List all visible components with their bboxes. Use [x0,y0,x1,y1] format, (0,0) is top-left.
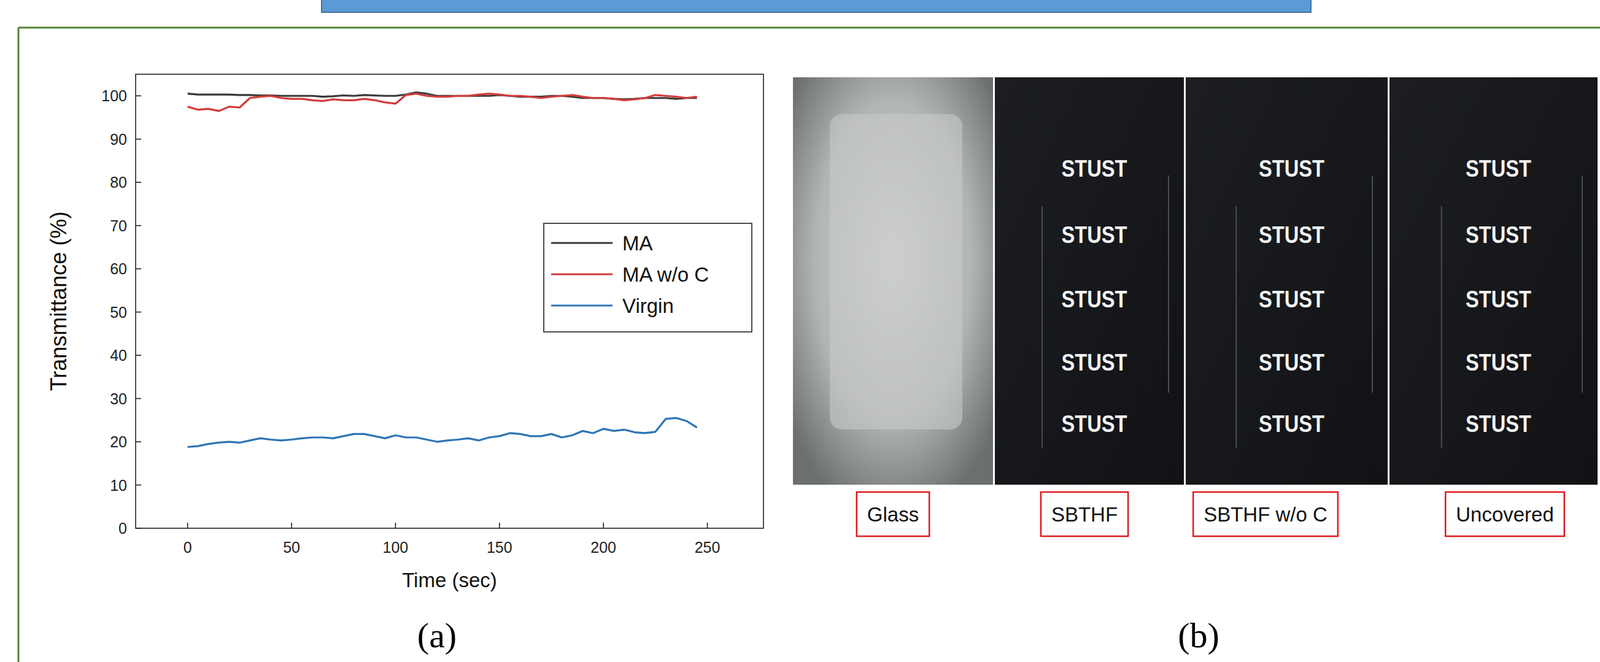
edge-reflection [1167,175,1170,393]
x-tick [707,522,709,529]
plot-frame [135,74,764,529]
y-tick [135,527,142,530]
photo-text: STUST [1465,411,1532,438]
caption-box [1445,492,1565,537]
glass-reflection [829,114,963,430]
photo-caption: Uncovered [1455,503,1554,526]
x-tick-label: 200 [590,538,617,557]
legend-label: Virgin [622,294,674,318]
photo-text: STUST [1061,349,1128,377]
x-tick-label: 0 [183,538,193,557]
y-tick [135,484,142,487]
dark-photo [1185,77,1388,485]
y-tick [135,138,142,140]
photo-caption: SBTHF w/o C [1203,503,1328,526]
y-tick-label: 40 [109,346,128,364]
legend-label: MA w/o C [622,263,709,286]
photo-panel [792,77,994,485]
edge-reflection [1371,175,1373,393]
y-tick [135,268,142,270]
y-tick-label: 20 [109,433,128,451]
edge-reflection [1041,206,1043,449]
caption-box [1040,492,1129,537]
x-tick [395,522,397,529]
x-tick-label: 150 [486,538,513,557]
photo-text: STUST [1258,411,1325,438]
legend-box [543,223,752,333]
x-tick-label: 100 [382,538,409,557]
edge-reflection [1235,206,1237,449]
x-tick [187,522,189,529]
y-axis-title: Transmittance (%) [46,211,72,392]
caption-box [856,492,930,537]
y-tick-label: 80 [109,173,128,191]
edge-reflection [1581,175,1583,393]
photo-text: STUST [1258,349,1325,377]
y-tick [135,225,142,227]
photo-text: STUST [1465,155,1532,183]
legend-swatch [551,304,613,307]
legend-swatch [551,241,613,244]
dark-photo [994,77,1184,485]
legend-swatch [551,273,613,275]
x-tick [602,522,604,529]
y-tick-label: 90 [109,130,128,148]
x-tick [290,522,293,529]
x-tick [498,522,501,529]
photo-text: STUST [1061,411,1128,438]
y-tick-label: 50 [109,303,128,321]
photo-text: STUST [1258,155,1325,183]
photo-panel: STUST STUST STUST STUST STUST [1389,77,1598,485]
y-tick [135,181,142,183]
legend: MA MA w/o C Virgin [543,223,752,333]
y-tick-label: 0 [118,519,128,538]
panel-label: (b) [1177,615,1220,656]
y-tick-label: 60 [109,260,128,278]
dark-photo [1389,77,1598,485]
y-tick [135,441,142,443]
y-tick-label: 70 [109,217,128,235]
edge-reflection [1441,206,1443,449]
page: 0 10 20 30 40 50 60 70 80 90 100 0 50 100 150 200 250 Tim… [0,0,1600,662]
photo-text: STUST [1061,155,1128,183]
y-tick [135,311,142,314]
series-line [187,93,698,112]
x-axis-title: Time (sec) [401,568,498,592]
panel-label: (a) [417,615,457,656]
caption-box [1193,492,1338,537]
frame-left [17,27,20,662]
y-tick-label: 30 [109,390,128,408]
series-line [187,417,698,447]
photo-caption: Glass [867,503,919,526]
photo-panel: STUST STUST STUST STUST STUST [994,77,1184,485]
photo-panel: STUST STUST STUST STUST STUST [1185,77,1388,485]
photo-text: STUST [1465,222,1532,249]
x-tick-label: 50 [282,538,301,557]
y-tick-label: 100 [101,87,128,105]
y-tick [135,398,142,400]
x-tick-label: 250 [694,538,721,557]
photo-text: STUST [1465,286,1532,314]
frame-top [18,27,1600,29]
photo-text: STUST [1061,222,1128,249]
y-tick-label: 10 [109,476,128,495]
photo-text: STUST [1258,222,1325,249]
photo-text: STUST [1258,286,1325,314]
legend-label: MA [622,231,654,255]
y-tick [135,354,142,356]
banner [321,0,1311,13]
y-tick [135,95,142,97]
photo-text: STUST [1061,286,1128,314]
glass-photo [792,77,994,485]
photo-text: STUST [1465,349,1532,377]
photo-caption: SBTHF [1051,503,1118,526]
